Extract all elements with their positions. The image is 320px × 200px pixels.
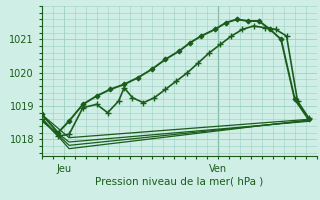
X-axis label: Pression niveau de la mer( hPa ): Pression niveau de la mer( hPa ) bbox=[95, 176, 263, 186]
